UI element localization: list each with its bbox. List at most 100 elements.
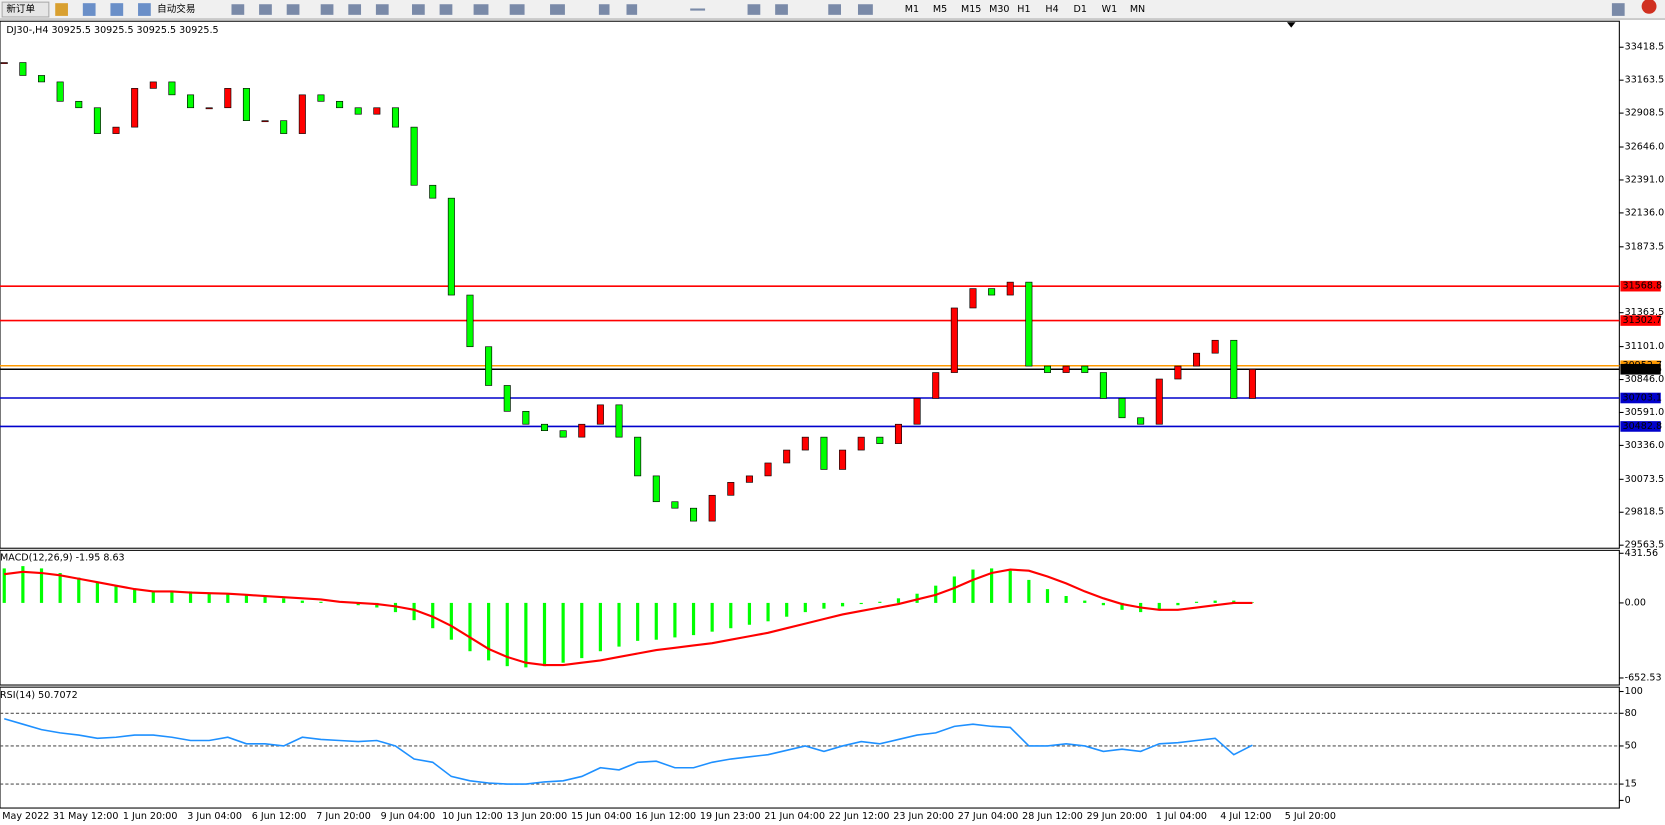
- icon[interactable]: [550, 4, 565, 15]
- candle: [1230, 339, 1238, 399]
- time-label: 29 Jun 20:00: [1087, 811, 1148, 822]
- time-label: 1 Jul 04:00: [1156, 811, 1207, 822]
- candle: [578, 423, 586, 438]
- price-level-label: 30482.8: [1623, 421, 1663, 432]
- candle: [652, 475, 660, 503]
- icon[interactable]: [747, 4, 761, 15]
- candle: [1211, 339, 1219, 354]
- candle: [894, 423, 902, 444]
- new-order-label[interactable]: 新订单: [6, 3, 35, 15]
- icon[interactable]: [598, 4, 610, 15]
- candle: [634, 436, 642, 477]
- macd-panel: [0, 549, 1620, 686]
- candle: [540, 423, 549, 432]
- time-label: 9 Jun 04:00: [381, 811, 436, 822]
- y-tick-label: -652.53: [1625, 672, 1662, 683]
- icon[interactable]: [110, 3, 124, 16]
- timeframe-button[interactable]: H4: [1045, 4, 1058, 15]
- search-icon[interactable]: [1611, 3, 1625, 16]
- icon[interactable]: [231, 4, 245, 15]
- candle: [410, 126, 418, 186]
- price-level-tag: [1620, 421, 1661, 432]
- candle: [391, 107, 399, 128]
- candle: [1174, 365, 1182, 380]
- candle: [1006, 281, 1014, 296]
- new-order-button[interactable]: [1, 1, 50, 18]
- icon[interactable]: [348, 4, 362, 15]
- notification-icon[interactable]: [1641, 0, 1657, 14]
- time-label: 27 Jun 04:00: [958, 811, 1019, 822]
- icon[interactable]: [375, 4, 389, 15]
- timeframe-button[interactable]: W1: [1102, 4, 1118, 15]
- candle: [522, 410, 530, 425]
- candle: [224, 88, 232, 109]
- price-level-label: 30925.5: [1623, 364, 1663, 375]
- timeframe-button[interactable]: D1: [1074, 4, 1087, 15]
- timeframe-button[interactable]: H1: [1017, 4, 1030, 15]
- icon[interactable]: [412, 4, 425, 15]
- icon[interactable]: [320, 4, 334, 15]
- candle: [131, 88, 139, 128]
- candle: [261, 120, 269, 123]
- candle: [988, 288, 996, 296]
- candle: [764, 462, 772, 477]
- y-tick-label: 15: [1625, 779, 1637, 790]
- icon[interactable]: [828, 4, 841, 15]
- timeframe-button[interactable]: M5: [933, 4, 947, 15]
- candle: [745, 475, 753, 483]
- icon[interactable]: [775, 4, 788, 15]
- candle: [149, 81, 157, 89]
- candle: [1193, 352, 1201, 367]
- candle: [596, 404, 604, 425]
- candle: [839, 449, 847, 470]
- y-tick-label: 29818.5: [1625, 507, 1665, 518]
- timeframe-button[interactable]: M30: [989, 4, 1009, 15]
- icon[interactable]: [690, 8, 706, 11]
- candle: [1062, 365, 1070, 373]
- candle: [485, 346, 493, 386]
- icon[interactable]: [286, 4, 300, 15]
- candle: [242, 88, 250, 121]
- candle: [1248, 368, 1256, 399]
- icon[interactable]: [857, 4, 873, 15]
- icon[interactable]: [473, 4, 489, 15]
- y-tick-label: 31101.0: [1625, 341, 1665, 352]
- icon[interactable]: [509, 4, 525, 15]
- candle: [112, 126, 120, 134]
- icon[interactable]: [259, 4, 272, 15]
- candle: [466, 294, 474, 348]
- y-tick-label: 30591.0: [1625, 407, 1665, 418]
- rsi-line: [4, 717, 1253, 785]
- timeframe-button[interactable]: M15: [961, 4, 981, 15]
- icon[interactable]: [55, 3, 68, 16]
- icon[interactable]: [82, 3, 96, 16]
- macd-signal: [4, 568, 1253, 667]
- timeframe-button[interactable]: M1: [905, 4, 919, 15]
- candle: [19, 62, 27, 76]
- candle: [820, 436, 828, 470]
- y-tick-label: 431.56: [1625, 548, 1658, 559]
- auto-trade-icon[interactable]: [138, 3, 151, 16]
- y-tick-label: 31873.5: [1625, 241, 1665, 252]
- y-tick-label: 0.00: [1625, 597, 1646, 608]
- candle: [615, 404, 623, 438]
- icon[interactable]: [626, 4, 638, 15]
- time-label: 19 Jun 23:00: [700, 811, 761, 822]
- candle: [801, 436, 809, 451]
- icon[interactable]: [439, 4, 453, 15]
- candle: [317, 94, 325, 102]
- candle: [559, 430, 567, 438]
- candle: [429, 184, 437, 199]
- time-label: 28 Jun 12:00: [1022, 811, 1083, 822]
- y-tick-label: 32646.0: [1625, 142, 1665, 153]
- candle: [857, 436, 865, 451]
- rsi-label: RSI(14) 50.7072: [0, 690, 78, 701]
- y-tick-label: 30846.0: [1625, 374, 1665, 385]
- candle: [708, 494, 716, 522]
- price-level-tag: [1620, 315, 1661, 326]
- auto-trade-label[interactable]: 自动交易: [157, 3, 195, 15]
- rsi-panel: [0, 686, 1620, 809]
- timeframe-button[interactable]: MN: [1130, 4, 1145, 15]
- candle: [1099, 372, 1107, 399]
- time-label: 22 Jun 12:00: [829, 811, 890, 822]
